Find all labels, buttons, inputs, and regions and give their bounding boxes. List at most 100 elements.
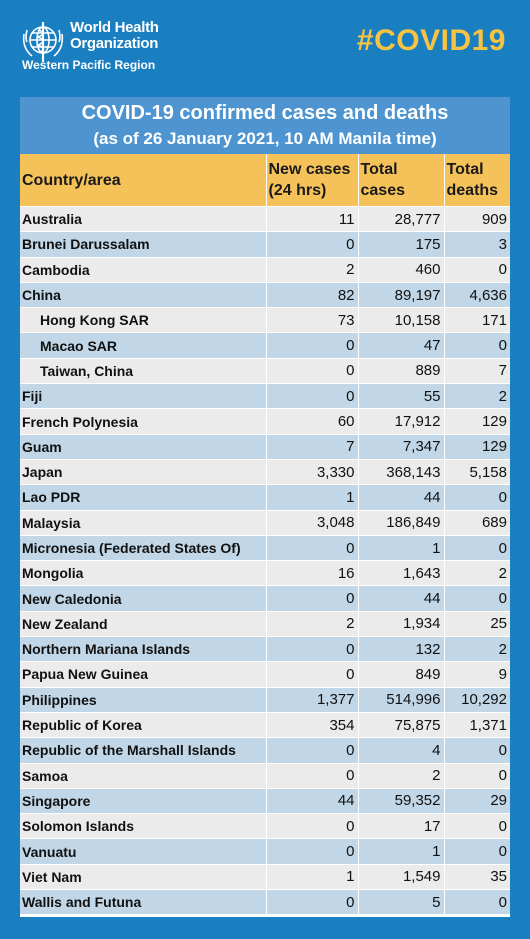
- total-deaths-cell: 25: [444, 610, 510, 637]
- total-deaths-cell: 0: [444, 838, 510, 865]
- header-total-cases-line2: cases: [360, 182, 406, 199]
- total-cases-cell: 514,996: [358, 686, 445, 713]
- total-deaths-cell: 0: [444, 484, 510, 511]
- table-row: Philippines 1,377 514,996 10,292: [20, 686, 510, 713]
- header-country-label: Country/area: [22, 171, 121, 189]
- new-cases-cell: 7: [266, 433, 359, 460]
- country-cell: Republic of Korea: [20, 711, 267, 738]
- total-deaths-cell: 0: [444, 534, 510, 561]
- table-body: Australia 11 28,777 909 Brunei Darussalam 0 17…: [20, 205, 510, 915]
- total-cases-cell: 2: [358, 762, 445, 789]
- total-deaths-cell: 7: [444, 357, 510, 384]
- total-deaths-cell: 10,292: [444, 686, 510, 713]
- country-cell: Papua New Guinea: [20, 661, 267, 688]
- table-row: Micronesia (Federated States Of) 0 1 0: [20, 534, 510, 561]
- new-cases-cell: 0: [266, 737, 359, 764]
- table-row: Lao PDR 1 44 0: [20, 484, 510, 511]
- total-deaths-cell: 0: [444, 737, 510, 764]
- table-row: Republic of the Marshall Islands 0 4 0: [20, 737, 510, 764]
- total-deaths-cell: 1,371: [444, 711, 510, 738]
- total-deaths-cell: 689: [444, 509, 510, 536]
- table-header-row: Country/area New cases (24 hrs) Total ca…: [20, 154, 510, 207]
- table-row: French Polynesia 60 17,912 129: [20, 408, 510, 435]
- total-cases-cell: 44: [358, 585, 445, 612]
- total-cases-cell: 5: [358, 889, 445, 915]
- total-deaths-cell: 909: [444, 205, 510, 232]
- table-title: COVID-19 confirmed cases and deaths (as …: [20, 97, 510, 154]
- total-cases-cell: 59,352: [358, 787, 445, 814]
- total-cases-cell: 89,197: [358, 281, 445, 308]
- table-row: Papua New Guinea 0 849 9: [20, 661, 510, 688]
- total-deaths-cell: 29: [444, 787, 510, 814]
- country-cell: Wallis and Futuna: [20, 889, 267, 915]
- org-name-line1: World Health: [70, 19, 159, 36]
- table-row: Vanuatu 0 1 0: [20, 838, 510, 865]
- total-deaths-cell: 0: [444, 256, 510, 283]
- new-cases-cell: 0: [266, 332, 359, 359]
- total-cases-cell: 44: [358, 484, 445, 511]
- total-cases-cell: 4: [358, 737, 445, 764]
- table-row: Japan 3,330 368,143 5,158: [20, 458, 510, 485]
- total-deaths-cell: 0: [444, 585, 510, 612]
- new-cases-cell: 16: [266, 560, 359, 586]
- total-cases-cell: 47: [358, 332, 445, 359]
- country-cell: Lao PDR: [20, 484, 267, 511]
- country-cell: China: [20, 281, 267, 308]
- total-deaths-cell: 0: [444, 762, 510, 789]
- new-cases-cell: 0: [266, 762, 359, 789]
- country-cell: Australia: [20, 205, 267, 232]
- total-deaths-cell: 129: [444, 433, 510, 460]
- header-new-cases-line1: New cases: [268, 161, 351, 178]
- new-cases-cell: 82: [266, 281, 359, 308]
- table-row: Wallis and Futuna 0 5 0: [20, 889, 510, 915]
- new-cases-cell: 0: [266, 636, 359, 662]
- new-cases-cell: 0: [266, 534, 359, 561]
- country-cell: Japan: [20, 458, 267, 485]
- total-cases-cell: 889: [358, 357, 445, 384]
- total-cases-cell: 55: [358, 383, 445, 409]
- total-cases-cell: 186,849: [358, 509, 445, 536]
- header-total-deaths: Total deaths: [444, 154, 510, 207]
- new-cases-cell: 0: [266, 838, 359, 865]
- country-cell: Vanuatu: [20, 838, 267, 865]
- table-row: Viet Nam 1 1,549 35: [20, 863, 510, 890]
- table-row: Cambodia 2 460 0: [20, 256, 510, 283]
- new-cases-cell: 0: [266, 661, 359, 688]
- country-cell: Hong Kong SAR: [20, 307, 267, 333]
- new-cases-cell: 0: [266, 889, 359, 915]
- total-cases-cell: 17: [358, 813, 445, 839]
- table-row: Australia 11 28,777 909: [20, 205, 510, 232]
- table-row: Republic of Korea 354 75,875 1,371: [20, 711, 510, 738]
- new-cases-cell: 1: [266, 484, 359, 511]
- table-row: Hong Kong SAR 73 10,158 171: [20, 307, 510, 333]
- total-cases-cell: 1: [358, 534, 445, 561]
- total-deaths-cell: 2: [444, 560, 510, 586]
- header-new-cases: New cases (24 hrs): [266, 154, 359, 207]
- new-cases-cell: 1,377: [266, 686, 359, 713]
- total-deaths-cell: 4,636: [444, 281, 510, 308]
- country-cell: French Polynesia: [20, 408, 267, 435]
- country-cell: Malaysia: [20, 509, 267, 536]
- table-row: Solomon Islands 0 17 0: [20, 813, 510, 839]
- country-cell: Macao SAR: [20, 332, 267, 359]
- new-cases-cell: 1: [266, 863, 359, 890]
- new-cases-cell: 44: [266, 787, 359, 814]
- total-cases-cell: 368,143: [358, 458, 445, 485]
- header-new-cases-line2: (24 hrs): [268, 182, 327, 199]
- total-cases-cell: 132: [358, 636, 445, 662]
- table-row: China 82 89,197 4,636: [20, 281, 510, 308]
- total-cases-cell: 7,347: [358, 433, 445, 460]
- country-cell: Northern Mariana Islands: [20, 636, 267, 662]
- total-cases-cell: 1,934: [358, 610, 445, 637]
- country-cell: Samoa: [20, 762, 267, 789]
- org-name-line2: Organization: [70, 35, 159, 52]
- country-cell: Fiji: [20, 383, 267, 409]
- table-row: Taiwan, China 0 889 7: [20, 357, 510, 384]
- new-cases-cell: 354: [266, 711, 359, 738]
- total-deaths-cell: 0: [444, 332, 510, 359]
- country-cell: Viet Nam: [20, 863, 267, 890]
- total-cases-cell: 17,912: [358, 408, 445, 435]
- new-cases-cell: 60: [266, 408, 359, 435]
- total-deaths-cell: 9: [444, 661, 510, 688]
- new-cases-cell: 3,330: [266, 458, 359, 485]
